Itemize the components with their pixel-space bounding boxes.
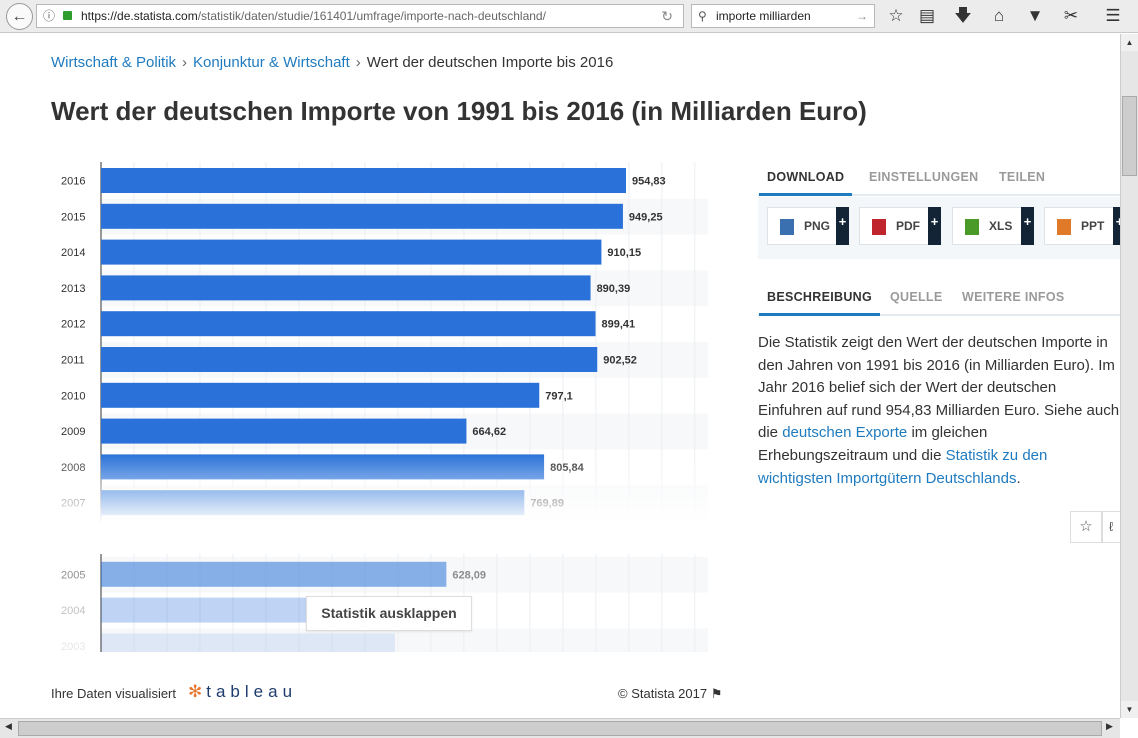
category-label: 2012 xyxy=(61,319,85,331)
bar-chart: 2016 954,83 2015 949,25 2014 910,15 2013 890,39… xyxy=(61,162,708,652)
plus-icon: + xyxy=(836,207,849,245)
search-go-icon[interactable]: → xyxy=(856,9,868,23)
data-label: 949,25 xyxy=(629,211,663,223)
data-label: 899,41 xyxy=(602,319,636,331)
tableau-mark-icon: ✻ xyxy=(188,682,203,701)
url-bar[interactable]: ⓘ https://de.statista.com/statistik/date… xyxy=(36,4,684,28)
category-label: 2009 xyxy=(61,426,85,438)
download-pdf-button[interactable]: PDF + xyxy=(859,207,941,245)
category-label: 2003 xyxy=(61,641,85,652)
menu-icon[interactable]: ☰ xyxy=(1105,6,1121,25)
data-label: 664,62 xyxy=(472,426,506,438)
breadcrumb-link[interactable]: Konjunktur & Wirtschaft xyxy=(193,54,350,71)
back-button[interactable]: ← xyxy=(6,3,33,30)
link-deutsche-exporte[interactable]: deutschen Exporte xyxy=(782,424,908,442)
tab-weitere-infos[interactable]: WEITERE INFOS xyxy=(962,290,1065,304)
bar-2005 xyxy=(101,561,447,587)
bar-2010 xyxy=(101,382,540,408)
category-label: 2014 xyxy=(61,247,85,259)
tableau-logo[interactable]: ✻ tableau xyxy=(188,682,298,701)
scroll-up-icon: ▲ xyxy=(1121,34,1138,51)
scroll-left-icon: ◀ xyxy=(5,721,12,731)
download-png-button[interactable]: PNG + xyxy=(767,207,849,245)
download-icon[interactable]: 🡇 xyxy=(954,6,972,25)
data-label: 628,09 xyxy=(452,569,486,581)
category-label: 2011 xyxy=(61,355,85,367)
download-buttons: PNG + PDF + XLS + PPT + xyxy=(758,197,1120,259)
download-ppt-button[interactable]: PPT + xyxy=(1044,207,1120,245)
chart-fade-overlay xyxy=(40,454,720,554)
row-band xyxy=(101,628,708,652)
data-label: 902,52 xyxy=(603,355,637,367)
tab-einstellungen[interactable]: EINSTELLUNGEN xyxy=(869,170,979,184)
scroll-down-icon: ▼ xyxy=(1121,701,1138,718)
download-tabs: DOWNLOAD EINSTELLUNGEN TEILEN xyxy=(758,166,1120,196)
pocket-icon[interactable]: ▼ xyxy=(1026,6,1044,25)
tab-quelle[interactable]: QUELLE xyxy=(890,290,943,304)
tab-beschreibung[interactable]: BESCHREIBUNG xyxy=(759,290,880,316)
search-icon: ⚲ xyxy=(698,9,707,23)
link-importgueter[interactable]: Statistik zu den xyxy=(945,446,1048,464)
bar-2009 xyxy=(101,418,467,444)
vertical-scrollbar[interactable]: ▲ ▼ xyxy=(1120,34,1138,718)
ppt-icon xyxy=(1057,219,1071,235)
download-xls-button[interactable]: XLS + xyxy=(952,207,1034,245)
bar-2003 xyxy=(101,633,395,652)
bar-2014 xyxy=(101,239,602,265)
flag-icon: ⚑ xyxy=(710,686,723,701)
category-label: 2004 xyxy=(61,605,85,617)
data-label: 910,15 xyxy=(607,247,641,259)
info-icon[interactable]: ⓘ xyxy=(43,9,56,23)
search-input[interactable]: ⚲ importe milliarden → xyxy=(691,4,875,28)
breadcrumb: Wirtschaft & Politik › Konjunktur & Wirtsc… xyxy=(51,54,614,71)
lock-icon xyxy=(63,11,72,20)
pdf-icon xyxy=(872,219,886,235)
page-title: Wert der deutschen Importe von 1991 bis … xyxy=(51,96,867,126)
reading-list-icon[interactable]: ▤ xyxy=(918,6,936,25)
browser-toolbar: ← ⓘ https://de.statista.com/statistik/da… xyxy=(0,0,1138,33)
description-text: Die Statistik zeigt den Wert der deutsch… xyxy=(758,334,1120,487)
data-label: 954,83 xyxy=(632,176,666,188)
plus-icon: + xyxy=(1113,207,1120,245)
data-label: 890,39 xyxy=(597,283,631,295)
copyright: © Statista 2017 ⚑ xyxy=(618,686,723,701)
xls-icon xyxy=(965,219,979,235)
link-importgueter[interactable]: wichtigsten Importgütern Deutschlands xyxy=(758,469,1017,487)
bar-2015 xyxy=(101,203,623,229)
url-host: https://de.statista.com xyxy=(81,9,198,23)
page-content: Wirtschaft & Politik › Konjunktur & Wirtsc… xyxy=(0,34,1120,718)
breadcrumb-current: Wert der deutschen Importe bis 2016 xyxy=(366,54,614,71)
info-tabs: BESCHREIBUNG QUELLE WEITERE INFOS xyxy=(758,286,1120,316)
plus-icon: + xyxy=(1021,207,1034,245)
visualized-by-label: Ihre Daten visualisiert xyxy=(51,686,176,701)
horizontal-scrollbar[interactable]: ◀ ▶ xyxy=(0,718,1120,738)
category-label: 2005 xyxy=(61,569,85,581)
category-label: 2016 xyxy=(61,176,85,188)
breadcrumb-link[interactable]: Wirtschaft & Politik xyxy=(51,54,177,71)
tab-teilen[interactable]: TEILEN xyxy=(999,170,1046,184)
category-label: 2013 xyxy=(61,283,85,295)
category-label: 2010 xyxy=(61,390,85,402)
bar-2013 xyxy=(101,275,591,301)
category-label: 2015 xyxy=(61,211,85,223)
reload-icon[interactable]: ↻ xyxy=(661,8,673,24)
favorite-star-button[interactable]: ☆ xyxy=(1070,511,1102,543)
scrollbar-thumb xyxy=(1122,96,1137,176)
bar-2016 xyxy=(101,168,626,193)
bookmark-star-icon[interactable]: ☆ xyxy=(888,6,904,25)
screenshot-icon[interactable]: ✂ xyxy=(1063,6,1079,25)
bar-2012 xyxy=(101,311,596,337)
png-icon xyxy=(780,219,794,235)
home-icon[interactable]: ⌂ xyxy=(993,6,1005,25)
data-label: 797,1 xyxy=(545,390,573,402)
more-button[interactable]: ℓ xyxy=(1102,511,1120,543)
bar-2011 xyxy=(101,347,598,372)
search-value: importe milliarden xyxy=(716,9,811,23)
scrollbar-thumb xyxy=(18,721,1102,736)
expand-statistic-button[interactable]: Statistik ausklappen xyxy=(306,596,472,631)
plus-icon: + xyxy=(928,207,941,245)
tab-download[interactable]: DOWNLOAD xyxy=(758,170,853,196)
scroll-right-icon: ▶ xyxy=(1106,721,1113,731)
url-path: /statistik/daten/studie/161401/umfrage/i… xyxy=(197,9,546,23)
